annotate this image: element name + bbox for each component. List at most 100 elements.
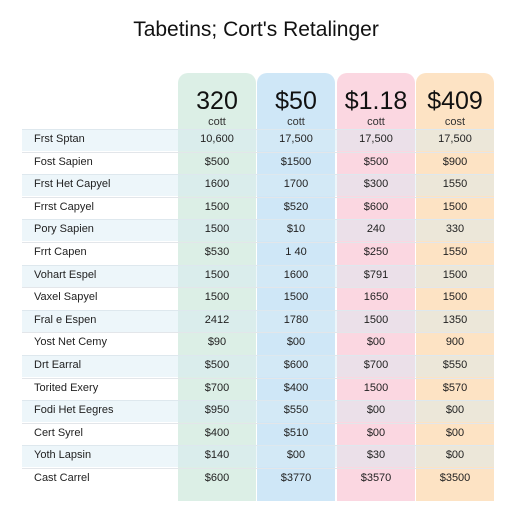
row-label: Fral e Espen	[34, 314, 97, 326]
row-divider	[22, 197, 494, 198]
price-column-header-1: 320 cott	[178, 86, 256, 128]
table-cell: $400	[283, 382, 309, 394]
page-title: Tabetins; Cort's Retalinger	[133, 18, 379, 41]
row-divider	[22, 219, 494, 220]
table-cell: $600	[283, 359, 309, 371]
row-label: Torited Exery	[34, 382, 99, 394]
table-cell: $1500	[280, 156, 312, 168]
table-cell: $00	[366, 336, 386, 348]
row-divider	[22, 265, 494, 266]
table-row: Fral e Espen 2412 1780 1500 1350	[22, 310, 494, 332]
table-cell: 1500	[363, 382, 389, 394]
table-cell: 1500	[442, 291, 468, 303]
column-subtitle: cott	[208, 116, 226, 128]
row-label: Cast Carrel	[34, 472, 90, 484]
row-divider	[22, 174, 494, 175]
table-row: Yost Net Cemy $90 $00 $00 900	[22, 332, 494, 354]
table-cell: $510	[283, 427, 309, 439]
table-cell: $00	[286, 336, 306, 348]
table-cell: 1500	[204, 291, 230, 303]
table-cell: $520	[283, 201, 309, 213]
table-cell: 1650	[363, 291, 389, 303]
price-column-header-4: $409 cost	[416, 86, 494, 128]
table-cell: 1780	[283, 314, 309, 326]
row-divider	[22, 468, 494, 469]
table-row: Frst Sptan 10,600 17,500 17,500 17,500	[22, 129, 494, 151]
table-cell: 10,600	[200, 133, 234, 145]
table-cell: $00	[366, 404, 386, 416]
table-cell: $10	[286, 223, 306, 235]
row-divider	[22, 445, 494, 446]
column-subtitle: cott	[287, 116, 305, 128]
table-row: Yoth Lapsin $140 $00 $30 $00	[22, 445, 494, 467]
row-divider	[22, 332, 494, 333]
table-row: Cert Syrel $400 $510 $00 $00	[22, 423, 494, 445]
table-cell: 900	[445, 336, 465, 348]
table-cell: $530	[204, 246, 230, 258]
table-cell: 1500	[204, 269, 230, 281]
row-label: Cert Syrel	[34, 427, 83, 439]
table-cell: 1700	[283, 178, 309, 190]
price-column-header-3: $1.18 cott	[337, 86, 415, 128]
table-cell: $500	[363, 156, 389, 168]
row-label: Frst Het Capyel	[34, 178, 111, 190]
table-cell: 1600	[204, 178, 230, 190]
table-row: Cast Carrel $600 $3770 $3570 $3500	[22, 468, 494, 490]
row-divider	[22, 423, 494, 424]
table-cell: $600	[204, 472, 230, 484]
column-price: $1.18	[344, 87, 408, 115]
table-row: Fost Sapien $500 $1500 $500 $900	[22, 152, 494, 174]
row-label: Frrst Capyel	[34, 201, 94, 213]
row-divider	[22, 355, 494, 356]
row-label: Fodi Het Eegres	[34, 404, 114, 416]
column-subtitle: cott	[367, 116, 385, 128]
table-cell: $570	[442, 382, 468, 394]
row-label: Drt Earral	[34, 359, 82, 371]
table-cell: $300	[363, 178, 389, 190]
table-cell: $3770	[280, 472, 312, 484]
table-cell: 1500	[442, 201, 468, 213]
table-cell: 17,500	[438, 133, 472, 145]
row-label: Yost Net Cemy	[34, 336, 107, 348]
row-label: Yoth Lapsin	[34, 449, 92, 461]
table-cell: 1550	[442, 246, 468, 258]
row-label: Vaxel Sapyel	[34, 291, 98, 303]
row-divider	[22, 129, 494, 130]
table-cell: 330	[445, 223, 465, 235]
table-cell: 1550	[442, 178, 468, 190]
column-price: $50	[275, 87, 317, 115]
table-cell: $140	[204, 449, 230, 461]
table-row: Pory Sapien 1500 $10 240 330	[22, 219, 494, 241]
row-label: Frst Sptan	[34, 133, 85, 145]
table-cell: $700	[363, 359, 389, 371]
column-subtitle: cost	[444, 116, 466, 128]
table-row: Frst Het Capyel 1600 1700 $300 1550	[22, 174, 494, 196]
table-cell: 240	[366, 223, 386, 235]
table-cell: 1500	[204, 201, 230, 213]
row-label: Frrt Capen	[34, 246, 87, 258]
table-cell: $550	[283, 404, 309, 416]
table-cell: 1 40	[285, 246, 307, 258]
table-row: Fodi Het Eegres $950 $550 $00 $00	[22, 400, 494, 422]
table-cell: $00	[445, 404, 465, 416]
row-divider	[22, 310, 494, 311]
row-divider	[22, 152, 494, 153]
table-cell: 1500	[283, 291, 309, 303]
table-cell: $550	[442, 359, 468, 371]
table-cell: $791	[363, 269, 389, 281]
table-cell: $3570	[360, 472, 392, 484]
table-cell: $250	[363, 246, 389, 258]
price-column-header-2: $50 cott	[257, 86, 335, 128]
table-cell: $900	[442, 156, 468, 168]
table-cell: $30	[366, 449, 386, 461]
table-cell: $00	[286, 449, 306, 461]
column-price: 320	[196, 87, 238, 115]
table-row: Frrst Capyel 1500 $520 $600 1500	[22, 197, 494, 219]
table-cell: 17,500	[279, 133, 313, 145]
column-price: $409	[427, 87, 483, 115]
table-cell: 2412	[204, 314, 230, 326]
table-cell: $950	[204, 404, 230, 416]
row-label: Pory Sapien	[34, 223, 94, 235]
table-cell: $500	[204, 359, 230, 371]
table-cell: $500	[204, 156, 230, 168]
